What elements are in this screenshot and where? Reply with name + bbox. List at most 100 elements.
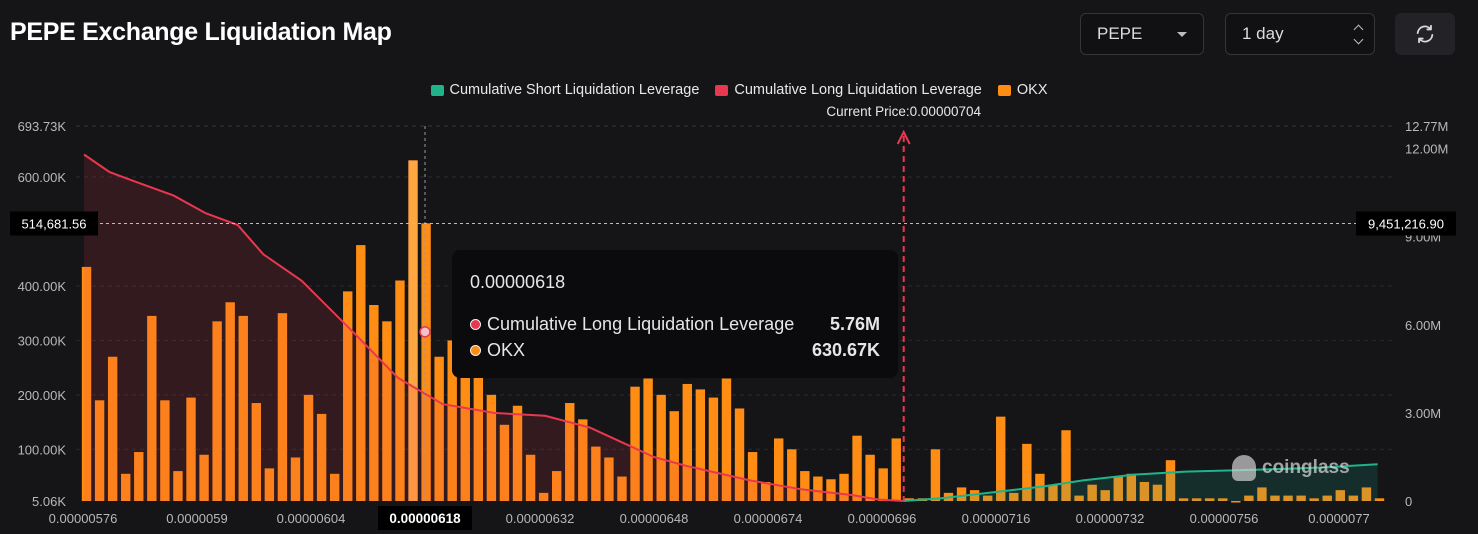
okx-bar xyxy=(251,403,262,501)
okx-bar xyxy=(643,378,653,501)
okx-bar xyxy=(852,435,862,501)
okx-bar xyxy=(460,356,470,501)
okx-bar xyxy=(382,321,392,501)
okx-bar xyxy=(839,473,849,501)
range-select[interactable]: 1 day xyxy=(1225,13,1375,55)
okx-bar xyxy=(734,408,745,501)
okx-bar xyxy=(212,321,222,501)
legend-swatch-okx xyxy=(997,84,1011,96)
okx-bar xyxy=(774,438,784,501)
refresh-icon xyxy=(1416,24,1434,44)
okx-bar xyxy=(1335,490,1345,501)
okx-bar xyxy=(525,454,536,501)
legend-label-okx: OKX xyxy=(1016,82,1048,98)
tooltip-value-long: 5.76M xyxy=(829,313,880,334)
legend-item-long[interactable]: Cumulative Long Liquidation Leverage xyxy=(715,82,982,98)
x-tick-label: 0.00000648 xyxy=(620,511,689,526)
legend-item-short[interactable]: Cumulative Short Liquidation Leverage xyxy=(430,82,700,98)
crosshair-right-label: 9,451,216.90 xyxy=(1368,216,1444,231)
okx-bar xyxy=(1244,495,1254,501)
watermark-text: coinglass xyxy=(1262,457,1350,478)
x-tick-label: 0.00000618 xyxy=(389,511,461,526)
long-line xyxy=(83,153,904,502)
hover-point xyxy=(419,326,431,338)
y-left-tick-label: 5.06K xyxy=(32,494,66,509)
current-price-arrow xyxy=(896,129,911,145)
okx-bar xyxy=(826,479,836,501)
okx-bar xyxy=(1152,484,1163,501)
okx-bar xyxy=(173,471,183,501)
okx-bar xyxy=(969,490,980,501)
okx-bar xyxy=(1022,443,1032,501)
chart-legend: Cumulative Short Liquidation Leverage Cu… xyxy=(0,82,1478,98)
okx-bar xyxy=(408,160,418,501)
tooltip-row-okx: OKX 630.67K xyxy=(470,337,880,363)
okx-bar xyxy=(721,378,732,501)
okx-bar xyxy=(982,495,993,501)
okx-bar xyxy=(225,302,235,501)
okx-bar xyxy=(1165,460,1176,501)
okx-bar xyxy=(1218,498,1228,501)
okx-bar xyxy=(787,449,797,501)
okx-bar xyxy=(604,457,614,501)
okx-bar xyxy=(800,471,810,501)
tooltip-value-okx: 630.67K xyxy=(811,339,880,360)
page-title: PEPE Exchange Liquidation Map xyxy=(10,18,392,46)
okx-bar xyxy=(147,315,157,501)
okx-bar xyxy=(1061,430,1071,501)
short-line xyxy=(903,463,1378,502)
x-tick-highlight xyxy=(378,506,472,530)
okx-bar xyxy=(591,446,601,501)
y-left-tick-label: 300.00K xyxy=(18,333,67,348)
okx-bar xyxy=(1204,498,1215,501)
okx-bar xyxy=(1087,484,1097,501)
y-right-tick-label: 0 xyxy=(1405,494,1412,509)
legend-item-okx[interactable]: OKX xyxy=(997,82,1048,98)
okx-bar xyxy=(1126,473,1137,501)
okx-bar xyxy=(760,481,771,501)
okx-bar xyxy=(290,457,301,501)
okx-bar xyxy=(277,313,288,501)
okx-bar xyxy=(421,223,431,501)
okx-bar xyxy=(264,468,275,501)
coinglass-watermark: coinglass xyxy=(1232,455,1350,481)
okx-bar xyxy=(160,400,170,501)
y-left-tick-label: 693.73K xyxy=(18,119,67,134)
okx-bar xyxy=(94,400,105,501)
okx-bar xyxy=(1283,495,1293,501)
okx-bar xyxy=(1139,481,1150,501)
coinglass-logo-icon xyxy=(1232,455,1256,481)
okx-bar xyxy=(1113,476,1123,501)
okx-bar xyxy=(343,291,353,501)
okx-bar xyxy=(1374,498,1385,501)
okx-bar xyxy=(1309,498,1319,501)
okx-bar xyxy=(538,492,549,501)
y-right-tick-label: 12.00M xyxy=(1405,142,1448,157)
okx-bar xyxy=(134,452,144,501)
x-tick-label: 0.00000674 xyxy=(734,511,803,526)
okx-bar xyxy=(865,454,875,501)
y-left-tick-label: 100.00K xyxy=(18,442,67,457)
okx-bar xyxy=(473,343,484,501)
okx-bar xyxy=(708,397,719,501)
okx-bar xyxy=(512,405,523,501)
okx-bar xyxy=(1074,495,1084,501)
okx-bar xyxy=(499,424,510,501)
legend-label-short: Cumulative Short Liquidation Leverage xyxy=(449,82,700,98)
tooltip-name-long: Cumulative Long Liquidation Leverage xyxy=(487,313,795,334)
okx-bar xyxy=(1100,490,1110,501)
tooltip-name-okx: OKX xyxy=(487,339,526,360)
y-left-tick-label: 600.00K xyxy=(18,170,67,185)
crosshair-left-label-bg xyxy=(10,211,98,236)
legend-label-long: Cumulative Long Liquidation Leverage xyxy=(734,82,982,98)
legend-swatch-long xyxy=(715,84,729,96)
short-area xyxy=(903,464,1378,501)
refresh-button[interactable] xyxy=(1395,13,1455,55)
tooltip-row-long: Cumulative Long Liquidation Leverage 5.7… xyxy=(470,311,880,337)
okx-bar xyxy=(891,438,901,501)
coin-select[interactable]: PEPE xyxy=(1080,13,1204,55)
okx-bar xyxy=(369,305,379,501)
x-tick-label: 0.0000059 xyxy=(166,511,227,526)
okx-bar xyxy=(565,403,575,501)
